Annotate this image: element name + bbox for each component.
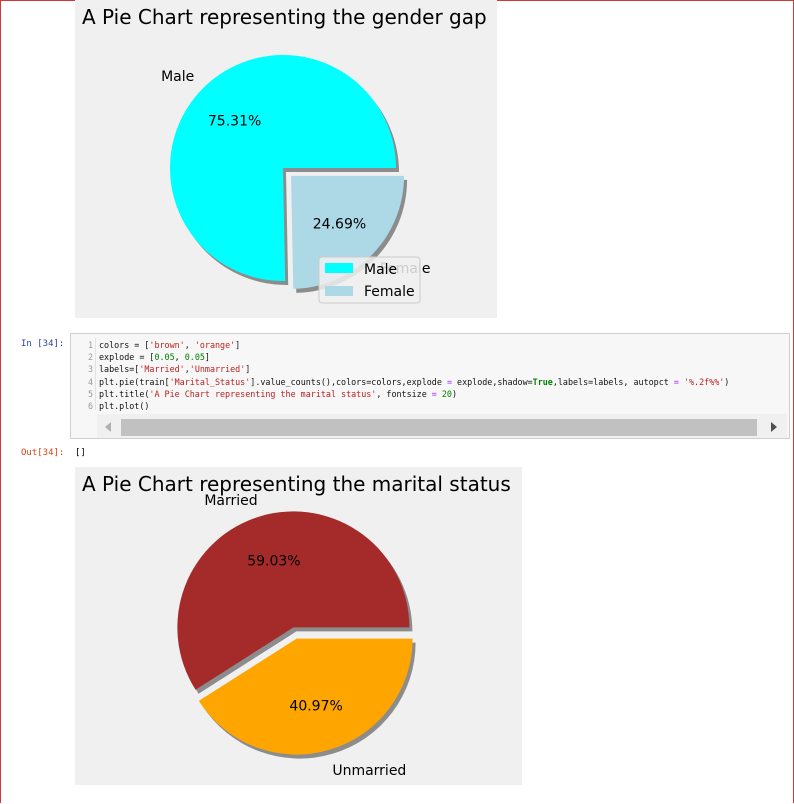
gender-pie-chart: A Pie Chart representing the gender gap … bbox=[82, 5, 487, 304]
code-text: plt.pie(train['Marital_Status'].value_co… bbox=[99, 376, 730, 387]
code-text: explode = [0.05, 0.05] bbox=[99, 352, 210, 363]
code-line: 5 plt.title('A Pie Chart representing the… bbox=[71, 388, 789, 400]
line-number: 2 bbox=[87, 352, 93, 363]
marital-pie-chart: A Pie Chart representing the marital sta… bbox=[82, 472, 511, 779]
code-line: 6 plt.plot() bbox=[71, 400, 789, 412]
legend-label-female: Female bbox=[364, 284, 415, 300]
gender-pie-figure: A Pie Chart representing the gender gap … bbox=[75, 0, 497, 318]
code-line: 2 explode = [0.05, 0.05] bbox=[71, 351, 789, 363]
horizontal-scrollbar[interactable] bbox=[97, 414, 787, 438]
pie-slice-unmarried bbox=[198, 638, 413, 755]
marital-pie-figure: A Pie Chart representing the marital sta… bbox=[75, 467, 522, 785]
code-text: plt.title('A Pie Chart representing the … bbox=[99, 388, 458, 399]
code-line: 4 plt.pie(train['Marital_Status'].value_c… bbox=[71, 376, 789, 388]
pie-pct-label: 75.31% bbox=[208, 114, 261, 130]
pie-category-label: Unmarried bbox=[332, 763, 406, 779]
code-editor[interactable]: 1 colors = ['brown', 'orange'] 2 explode = … bbox=[71, 339, 789, 412]
output-prompt: Out[34]: bbox=[21, 448, 65, 458]
pie-slice-married bbox=[177, 511, 410, 690]
scrollbar-thumb[interactable] bbox=[121, 419, 757, 436]
pie-category-label: Married bbox=[204, 493, 257, 509]
line-number: 5 bbox=[87, 388, 93, 399]
scroll-right-arrow-icon[interactable] bbox=[771, 422, 777, 432]
pie-pct-label: 40.97% bbox=[289, 698, 342, 714]
pie-pct-label: 24.69% bbox=[313, 216, 366, 232]
line-number: 1 bbox=[87, 340, 93, 350]
legend-label-male: Male bbox=[364, 262, 397, 278]
code-line: 1 colors = ['brown', 'orange'] bbox=[71, 339, 789, 351]
chart-legend: Male Female bbox=[318, 256, 421, 304]
legend-swatch-male bbox=[325, 263, 353, 273]
line-number: 4 bbox=[87, 376, 93, 387]
line-number: 3 bbox=[87, 364, 93, 375]
code-cell[interactable]: 1 colors = ['brown', 'orange'] 2 explode = … bbox=[70, 333, 790, 439]
scroll-left-arrow-icon[interactable] bbox=[105, 422, 111, 432]
code-text: plt.plot() bbox=[99, 401, 150, 412]
code-line: 3 labels=['Married','Unmarried'] bbox=[71, 363, 789, 375]
line-number-gutter bbox=[95, 338, 96, 410]
line-number: 6 bbox=[87, 401, 93, 412]
code-text: labels=['Married','Unmarried'] bbox=[99, 364, 251, 375]
legend-swatch-female bbox=[325, 286, 353, 296]
pie-slice-male bbox=[170, 55, 396, 281]
output-text: [] bbox=[75, 448, 86, 458]
chart-title: A Pie Chart representing the marital sta… bbox=[82, 472, 511, 496]
pie-category-label: Male bbox=[161, 69, 194, 85]
pie-pct-label: 59.03% bbox=[247, 554, 300, 570]
chart-title: A Pie Chart representing the gender gap bbox=[82, 5, 487, 29]
input-prompt: In [34]: bbox=[21, 339, 65, 349]
code-text: colors = ['brown', 'orange'] bbox=[99, 340, 241, 350]
